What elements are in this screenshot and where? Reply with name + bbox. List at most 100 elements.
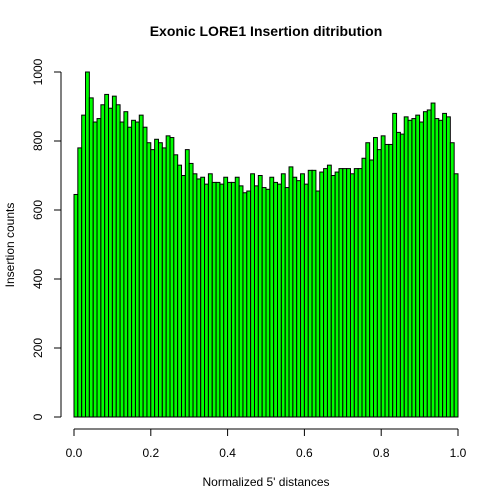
histogram-bar [85, 71, 90, 418]
histogram-bar [399, 133, 405, 418]
histogram-bar [230, 181, 236, 418]
histogram-bar [92, 121, 98, 418]
histogram-bar [411, 118, 417, 418]
histogram-bar [277, 183, 282, 418]
histogram-bar [177, 164, 183, 418]
histogram-bar [334, 171, 340, 418]
histogram-bar [142, 126, 148, 418]
histogram-bar [73, 193, 79, 418]
x-tick-label: 0.4 [219, 446, 236, 460]
histogram-bar [192, 173, 198, 418]
histogram-bar [307, 169, 313, 418]
histogram-bar [96, 118, 102, 418]
histogram-bar [173, 154, 179, 418]
histogram-bar [449, 142, 455, 418]
histogram-bar [146, 142, 152, 418]
x-tick-label: 0.8 [373, 446, 390, 460]
x-tick-label: 0.2 [142, 446, 159, 460]
histogram-bar [315, 190, 321, 418]
histogram-bar [349, 173, 355, 418]
y-tick-label: 800 [31, 131, 45, 151]
histogram-bar [376, 149, 382, 418]
histogram-bar [115, 104, 121, 418]
y-tick-label: 400 [31, 269, 45, 289]
histogram-bar [392, 112, 398, 418]
histogram-bar [415, 114, 421, 418]
histogram-bar [365, 142, 371, 418]
histogram-bar [430, 102, 436, 418]
histogram-bar [407, 119, 413, 418]
histogram-bar [384, 143, 390, 418]
histogram-bar [211, 181, 217, 418]
histogram-bar [200, 176, 206, 418]
chart-title: Exonic LORE1 Insertion ditribution [150, 23, 383, 39]
histogram-bar [342, 168, 348, 418]
histogram-bar [438, 119, 444, 418]
histogram-bar [296, 180, 302, 418]
x-tick-label: 0.6 [296, 446, 313, 460]
histogram-bar [238, 185, 244, 418]
histogram-bar [204, 183, 209, 418]
y-axis-label: Insertion counts [3, 203, 17, 288]
y-tick-label: 1000 [31, 58, 45, 85]
histogram-bar [261, 187, 267, 418]
histogram-bar [131, 119, 136, 418]
histogram-bar [269, 176, 275, 418]
histogram-bar [284, 187, 290, 418]
histogram-bar [100, 104, 106, 418]
histogram-bar [419, 121, 424, 418]
y-tick-label: 600 [31, 200, 45, 220]
histogram-bar [104, 93, 110, 418]
histogram-bar [311, 169, 317, 418]
histogram-bar [119, 121, 125, 418]
histogram-bar [134, 121, 140, 418]
histogram-bar [388, 143, 394, 418]
histogram-bar [184, 149, 190, 418]
histogram-bar [223, 176, 229, 418]
histogram-bar [396, 131, 401, 418]
histogram-bar [246, 190, 252, 418]
histogram-bar [265, 188, 271, 418]
histogram-bar [138, 114, 144, 418]
histogram-bar [165, 135, 171, 418]
histogram-bar [373, 137, 378, 418]
histogram-bar [273, 181, 279, 418]
x-axis: 0.0 0.2 0.4 0.6 0.8 1.0 [66, 428, 467, 460]
histogram-bar [181, 175, 186, 418]
histogram-bar [326, 164, 332, 418]
histogram-bar [442, 112, 447, 418]
histogram-bar [319, 171, 325, 418]
histogram-bar [123, 111, 129, 418]
histogram-bar [403, 116, 409, 418]
histogram-bar [234, 176, 240, 418]
histogram-bar [250, 173, 255, 418]
histogram-bar [215, 181, 221, 418]
histogram-bar [257, 175, 263, 418]
histogram-bar [361, 157, 367, 418]
histogram-bar [353, 168, 359, 418]
x-axis-label: Normalized 5' distances [202, 475, 329, 489]
x-tick-label: 1.0 [450, 446, 467, 460]
histogram-bar [338, 168, 344, 418]
histogram-bar [280, 173, 286, 418]
histogram-bar [330, 175, 336, 418]
histogram-bar [434, 118, 440, 418]
histogram-bar [188, 162, 194, 418]
histogram-bar [300, 173, 305, 418]
y-tick-label: 0 [31, 413, 45, 420]
histogram-bar [108, 107, 113, 418]
histogram-bar [303, 183, 309, 418]
histogram-bar [426, 109, 432, 418]
histogram-bar [227, 181, 232, 418]
histogram-bar [207, 173, 213, 418]
histogram-bar [77, 147, 83, 418]
histogram-bar [323, 168, 328, 418]
histogram-bar [169, 137, 175, 418]
histogram-bar [346, 168, 351, 418]
y-axis: 0 200 400 600 800 1000 [31, 58, 62, 420]
histogram-bar [150, 149, 156, 418]
histogram-bar [242, 192, 248, 418]
histogram-bar [253, 185, 259, 418]
histogram-bar [292, 176, 298, 418]
